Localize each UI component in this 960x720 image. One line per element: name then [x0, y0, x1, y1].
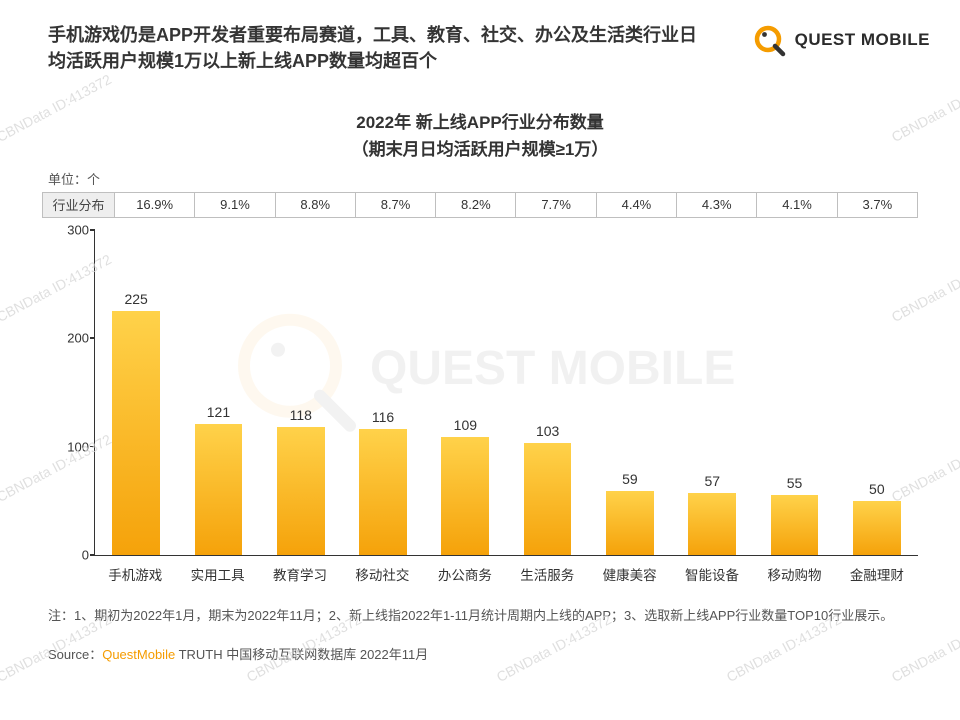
y-tick-mark — [90, 229, 95, 231]
x-label: 移动社交 — [341, 556, 423, 600]
pct-cell: 8.8% — [276, 193, 356, 217]
x-label: 实用工具 — [176, 556, 258, 600]
x-label: 智能设备 — [671, 556, 753, 600]
bar-column: 50 — [836, 230, 918, 555]
header: 手机游戏仍是APP开发者重要布局赛道，工具、教育、社交、办公及生活类行业日均活跃… — [0, 0, 960, 74]
logo-text: QUEST MOBILE — [795, 30, 930, 50]
bar-column: 55 — [753, 230, 835, 555]
source-rest: TRUTH 中国移动互联网数据库 2022年11月 — [175, 647, 428, 662]
bar-value-label: 121 — [207, 404, 230, 420]
y-tick-label: 300 — [57, 222, 89, 237]
bar-column: 225 — [95, 230, 177, 555]
pct-cell: 4.4% — [597, 193, 677, 217]
bar-value-label: 59 — [622, 471, 638, 487]
pct-cell: 8.7% — [356, 193, 436, 217]
pct-cell: 9.1% — [195, 193, 275, 217]
pct-table-header: 行业分布 — [43, 193, 115, 217]
logo: QUEST MOBILE — [751, 22, 930, 58]
bar — [112, 311, 160, 555]
x-label: 生活服务 — [506, 556, 588, 600]
plot-area: 22512111811610910359575550 0100200300 — [94, 230, 918, 556]
bar-column: 109 — [424, 230, 506, 555]
x-label: 移动购物 — [753, 556, 835, 600]
chart-title-line2: （期末月日均活跃用户规模≥1万） — [0, 137, 960, 163]
bar — [441, 437, 489, 555]
bar-value-label: 116 — [372, 409, 394, 425]
bar-column: 57 — [671, 230, 753, 555]
pct-cell: 8.2% — [436, 193, 516, 217]
bars-container: 225 121 118 116 109 103 59 57 55 50 — [95, 230, 918, 555]
chart-title: 2022年 新上线APP行业分布数量 （期末月日均活跃用户规模≥1万） — [0, 110, 960, 163]
bar-column: 116 — [342, 230, 424, 555]
source-prefix: Source： — [48, 647, 102, 662]
bar — [853, 501, 901, 555]
bar-column: 118 — [260, 230, 342, 555]
bar — [277, 427, 325, 555]
bar-value-label: 109 — [454, 417, 477, 433]
questmobile-logo-icon — [751, 22, 787, 58]
bar — [359, 429, 407, 555]
y-tick-mark — [90, 446, 95, 448]
bar — [195, 424, 243, 555]
bar-value-label: 225 — [124, 291, 147, 307]
bar — [606, 491, 654, 555]
bar-chart: 22512111811610910359575550 0100200300 手机… — [42, 230, 918, 600]
headline: 手机游戏仍是APP开发者重要布局赛道，工具、教育、社交、办公及生活类行业日均活跃… — [48, 22, 708, 74]
x-label: 手机游戏 — [94, 556, 176, 600]
bar-column: 59 — [589, 230, 671, 555]
y-tick-label: 0 — [57, 547, 89, 562]
x-label: 教育学习 — [259, 556, 341, 600]
pct-cell: 16.9% — [115, 193, 195, 217]
pct-cell: 7.7% — [516, 193, 596, 217]
bar-value-label: 50 — [869, 481, 885, 497]
source-brand: QuestMobile — [102, 647, 175, 662]
x-label: 金融理财 — [836, 556, 918, 600]
chart-title-line1: 2022年 新上线APP行业分布数量 — [0, 110, 960, 136]
bar-column: 121 — [177, 230, 259, 555]
footnote: 注：1、期初为2022年1月，期末为2022年11月；2、新上线指2022年1-… — [48, 606, 918, 626]
unit-label: 单位：个 — [48, 169, 960, 188]
bar — [524, 443, 572, 555]
x-axis-labels: 手机游戏实用工具教育学习移动社交办公商务生活服务健康美容智能设备移动购物金融理财 — [94, 556, 918, 600]
y-tick-mark — [90, 337, 95, 339]
y-tick-label: 200 — [57, 331, 89, 346]
bar-value-label: 55 — [787, 475, 803, 491]
x-label: 办公商务 — [424, 556, 506, 600]
pct-cell: 4.1% — [757, 193, 837, 217]
bar-column: 103 — [506, 230, 588, 555]
bar-value-label: 103 — [536, 423, 559, 439]
bar — [688, 493, 736, 555]
pct-cell: 3.7% — [838, 193, 917, 217]
bar — [771, 495, 819, 555]
pct-cell: 4.3% — [677, 193, 757, 217]
bar-value-label: 57 — [704, 473, 720, 489]
bar-value-label: 118 — [290, 407, 312, 423]
x-label: 健康美容 — [588, 556, 670, 600]
source-line: Source：QuestMobile TRUTH 中国移动互联网数据库 2022… — [48, 644, 960, 663]
percentage-table: 行业分布 16.9%9.1%8.8%8.7%8.2%7.7%4.4%4.3%4.… — [42, 192, 918, 218]
y-tick-label: 100 — [57, 439, 89, 454]
